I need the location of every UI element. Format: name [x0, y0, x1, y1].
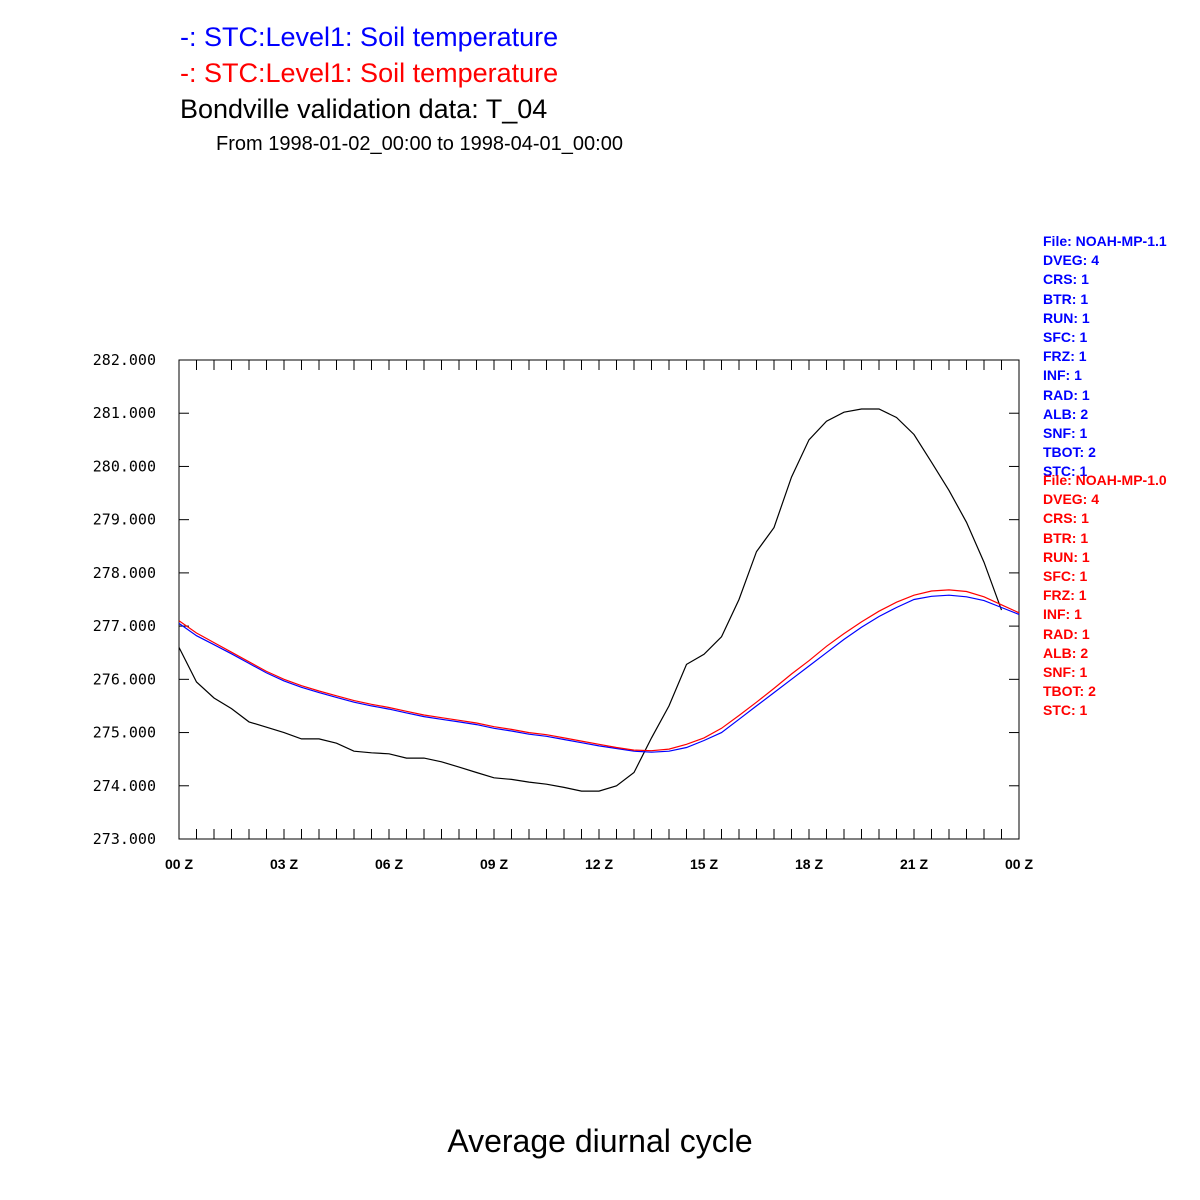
y-tick-label: 275.000	[93, 724, 156, 742]
legend-file-label: File: NOAH-MP-1.1	[1043, 233, 1167, 249]
x-tick-label: 03 Z	[270, 856, 298, 872]
legend-inf-label: INF: 1	[1043, 606, 1082, 623]
legend-run-label: RUN: 1	[1043, 548, 1090, 565]
chart-title-line-2: -: STC:Level1: Soil temperature	[180, 58, 559, 88]
chart-series	[178, 408, 1020, 792]
y-tick-label: 274.000	[93, 777, 156, 795]
legend-alb-label: ALB: 2	[1043, 405, 1089, 422]
x-tick-label: 09 Z	[480, 856, 508, 872]
series-line-2	[178, 594, 1020, 753]
legend-inf-label: INF: 1	[1043, 367, 1082, 384]
legend-crs-label: CRS: 1	[1043, 271, 1089, 288]
x-tick-label: 06 Z	[375, 856, 403, 872]
chart-axes: 273.000 274.000 275.000 276.000 277.000 278.0…	[93, 351, 1034, 872]
chart-subtitle: From 1998-01-02_00:00 to 1998-04-01_00:0…	[216, 133, 623, 155]
legend-block-red: File: NOAH-MP-1.0 DVEG: 4 CRS: 1 BTR: 1 …	[1043, 471, 1167, 720]
plot-frame	[178, 359, 1020, 840]
y-tick-label: 276.000	[93, 670, 156, 688]
y-tick-label: 279.000	[93, 511, 156, 529]
series-line-1	[178, 408, 1003, 792]
x-tick-label: 21 Z	[900, 856, 928, 872]
legend-sfc-label: SFC: 1	[1043, 567, 1088, 584]
legend-snf-label: SNF: 1	[1043, 663, 1088, 680]
x-tick-label: 00 Z	[165, 856, 193, 872]
legend-alb-label: ALB: 2	[1043, 644, 1089, 661]
legend-dveg-label: DVEG: 4	[1043, 491, 1100, 508]
legend-file-label: File: NOAH-MP-1.0	[1043, 472, 1167, 488]
legend-btr-label: BTR: 1	[1043, 529, 1089, 546]
legend-snf-label: SNF: 1	[1043, 424, 1088, 441]
legend-stc-label: STC: 1	[1043, 463, 1088, 480]
chart-title-line-3: Bondville validation data: T_04	[180, 94, 548, 124]
legend-dveg-label: DVEG: 4	[1043, 252, 1100, 269]
chart-footer-caption: Average diurnal cycle	[447, 1123, 753, 1159]
y-tick-label: 278.000	[93, 564, 156, 582]
legend-tbot-label: TBOT: 2	[1043, 444, 1096, 461]
x-tick-label: 18 Z	[795, 856, 823, 872]
legend-frz-label: FRZ: 1	[1043, 348, 1087, 365]
legend-rad-label: RAD: 1	[1043, 625, 1090, 642]
series-line-3	[178, 589, 1020, 752]
chart-title-line-1: -: STC:Level1: Soil temperature	[180, 22, 559, 52]
legend-stc-label: STC: 1	[1043, 702, 1088, 719]
y-tick-label: 282.000	[93, 351, 156, 369]
legend-btr-label: BTR: 1	[1043, 290, 1089, 307]
legend-rad-label: RAD: 1	[1043, 386, 1090, 403]
legend-run-label: RUN: 1	[1043, 309, 1090, 326]
y-tick-label: 280.000	[93, 457, 156, 475]
legend-tbot-label: TBOT: 2	[1043, 683, 1096, 700]
y-tick-label: 277.000	[93, 617, 156, 635]
x-tick-label: 15 Z	[690, 856, 718, 872]
legend-block-blue: File: NOAH-MP-1.1 DVEG: 4 CRS: 1 BTR: 1 …	[1043, 232, 1167, 481]
x-tick-label: 00 Z	[1005, 856, 1033, 872]
y-tick-label: 273.000	[93, 830, 156, 848]
x-tick-label: 12 Z	[585, 856, 613, 872]
legend-crs-label: CRS: 1	[1043, 510, 1089, 527]
legend-frz-label: FRZ: 1	[1043, 587, 1087, 604]
legend-sfc-label: SFC: 1	[1043, 328, 1088, 345]
y-tick-label: 281.000	[93, 404, 156, 422]
